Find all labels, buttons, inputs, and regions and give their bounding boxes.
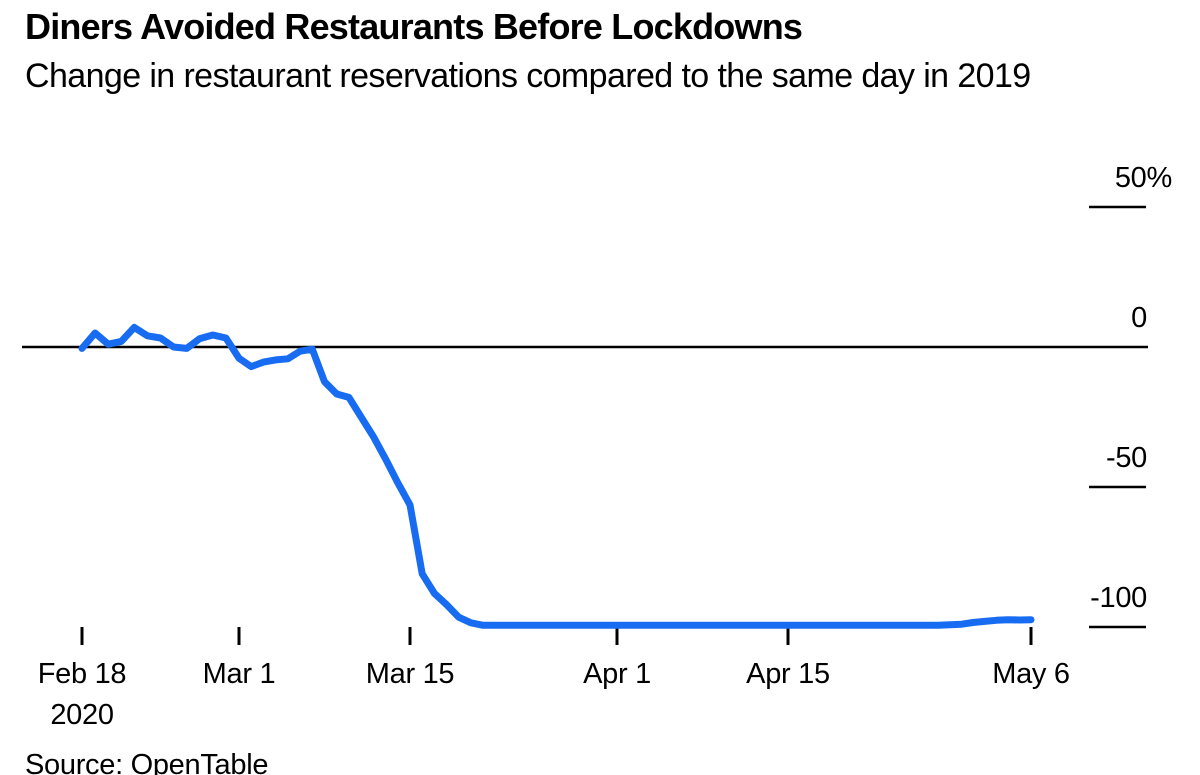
x-axis-tick-label: May 6 bbox=[992, 658, 1070, 690]
chart-title: Diners Avoided Restaurants Before Lockdo… bbox=[25, 6, 803, 47]
reservations-line-series bbox=[78, 323, 1035, 629]
x-axis-tick-label: Apr 1 bbox=[583, 658, 651, 690]
x-axis-tick-label: Mar 15 bbox=[365, 658, 455, 690]
x-axis-tick-label: Mar 1 bbox=[202, 658, 276, 690]
y-axis-tick-label: 50% bbox=[1114, 162, 1172, 194]
y-axis-tick-label: -50 bbox=[1105, 442, 1147, 474]
x-axis-year-label: 2020 bbox=[50, 699, 114, 731]
chart-source: Source: OpenTable bbox=[25, 749, 269, 775]
chart-subtitle: Change in restaurant reservations compar… bbox=[25, 57, 1031, 95]
y-axis-tick-label: -100 bbox=[1090, 582, 1147, 614]
y-axis-tick-label: 0 bbox=[1131, 302, 1147, 334]
x-axis-tick-label: Apr 15 bbox=[746, 658, 830, 690]
x-axis-tick-label: Feb 18 bbox=[37, 658, 127, 690]
